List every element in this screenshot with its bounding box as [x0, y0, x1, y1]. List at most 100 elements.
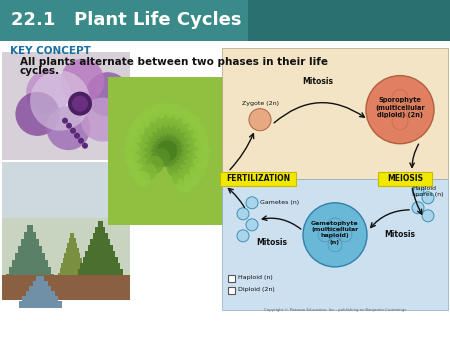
Circle shape [150, 136, 169, 155]
Bar [9, 267, 51, 275]
Circle shape [81, 98, 125, 142]
Circle shape [189, 123, 205, 139]
Circle shape [158, 112, 176, 129]
Circle shape [412, 184, 424, 196]
Circle shape [173, 152, 191, 170]
Bar [93, 233, 108, 240]
Circle shape [184, 135, 201, 151]
Bar [248, 0, 450, 41]
Circle shape [46, 106, 90, 150]
Text: MEIOSIS: MEIOSIS [387, 174, 423, 183]
Circle shape [30, 71, 90, 131]
Circle shape [184, 171, 200, 187]
Circle shape [157, 141, 177, 161]
Circle shape [249, 108, 271, 131]
Bar [88, 245, 113, 252]
Bar [378, 172, 432, 186]
Bar [29, 286, 51, 293]
Bar [98, 221, 103, 228]
Circle shape [366, 76, 434, 144]
Circle shape [166, 144, 185, 163]
Circle shape [153, 132, 172, 151]
Circle shape [181, 157, 198, 174]
Circle shape [141, 137, 159, 154]
Bar [66, 248, 79, 255]
Text: Gametophyte
(multicellular
haploid)
(n): Gametophyte (multicellular haploid) (n) [311, 221, 359, 245]
Circle shape [157, 141, 177, 161]
Circle shape [26, 70, 70, 114]
Circle shape [167, 159, 185, 177]
Bar [19, 301, 62, 308]
Circle shape [193, 132, 209, 148]
Circle shape [150, 146, 169, 165]
Bar [64, 253, 80, 260]
Bar [27, 225, 33, 233]
Circle shape [165, 113, 182, 130]
Circle shape [125, 153, 141, 169]
Circle shape [136, 157, 153, 174]
Circle shape [176, 108, 193, 124]
Bar [58, 273, 86, 280]
Circle shape [176, 177, 193, 193]
Circle shape [181, 127, 198, 144]
Circle shape [184, 114, 200, 130]
Circle shape [153, 122, 171, 140]
Circle shape [422, 210, 434, 222]
Bar [228, 287, 235, 294]
Circle shape [157, 141, 177, 161]
Circle shape [246, 219, 258, 231]
Circle shape [141, 147, 159, 165]
Circle shape [166, 139, 185, 158]
Circle shape [70, 128, 76, 134]
Circle shape [168, 104, 184, 120]
Bar [24, 232, 36, 240]
Text: cycles.: cycles. [20, 66, 60, 76]
Circle shape [82, 143, 88, 149]
Circle shape [15, 92, 59, 136]
Bar [222, 179, 448, 310]
Circle shape [140, 164, 157, 180]
Circle shape [157, 141, 177, 161]
Circle shape [157, 141, 177, 161]
Bar [55, 283, 89, 290]
Circle shape [157, 141, 177, 161]
Circle shape [160, 131, 179, 150]
Circle shape [157, 141, 177, 161]
Text: Mitosis: Mitosis [256, 238, 288, 247]
Bar [18, 246, 42, 254]
Circle shape [158, 131, 176, 150]
Circle shape [86, 72, 130, 116]
Bar [54, 288, 91, 295]
Bar [60, 268, 85, 275]
Circle shape [171, 156, 189, 174]
Text: Mitosis: Mitosis [302, 77, 333, 86]
Circle shape [171, 116, 189, 133]
Circle shape [124, 143, 140, 159]
Circle shape [149, 144, 168, 163]
Circle shape [177, 121, 194, 138]
Circle shape [157, 141, 177, 161]
Bar [33, 281, 48, 288]
Bar [222, 48, 448, 179]
Circle shape [155, 131, 174, 150]
Bar [83, 257, 118, 264]
Circle shape [162, 150, 181, 169]
Circle shape [134, 171, 150, 187]
Circle shape [189, 163, 205, 179]
Circle shape [175, 147, 193, 165]
Bar [108, 77, 226, 225]
Text: All plants alternate between two phases in their life: All plants alternate between two phases … [20, 56, 328, 67]
Bar [90, 239, 110, 246]
Text: Zygote (2n): Zygote (2n) [242, 101, 279, 106]
Circle shape [237, 208, 249, 220]
Bar [2, 162, 130, 300]
Circle shape [157, 141, 177, 161]
Circle shape [164, 134, 183, 153]
Circle shape [66, 123, 72, 129]
Bar [69, 238, 76, 245]
Circle shape [157, 141, 177, 161]
Circle shape [78, 138, 84, 144]
Circle shape [143, 152, 161, 170]
Bar [2, 52, 130, 160]
Circle shape [72, 96, 88, 112]
